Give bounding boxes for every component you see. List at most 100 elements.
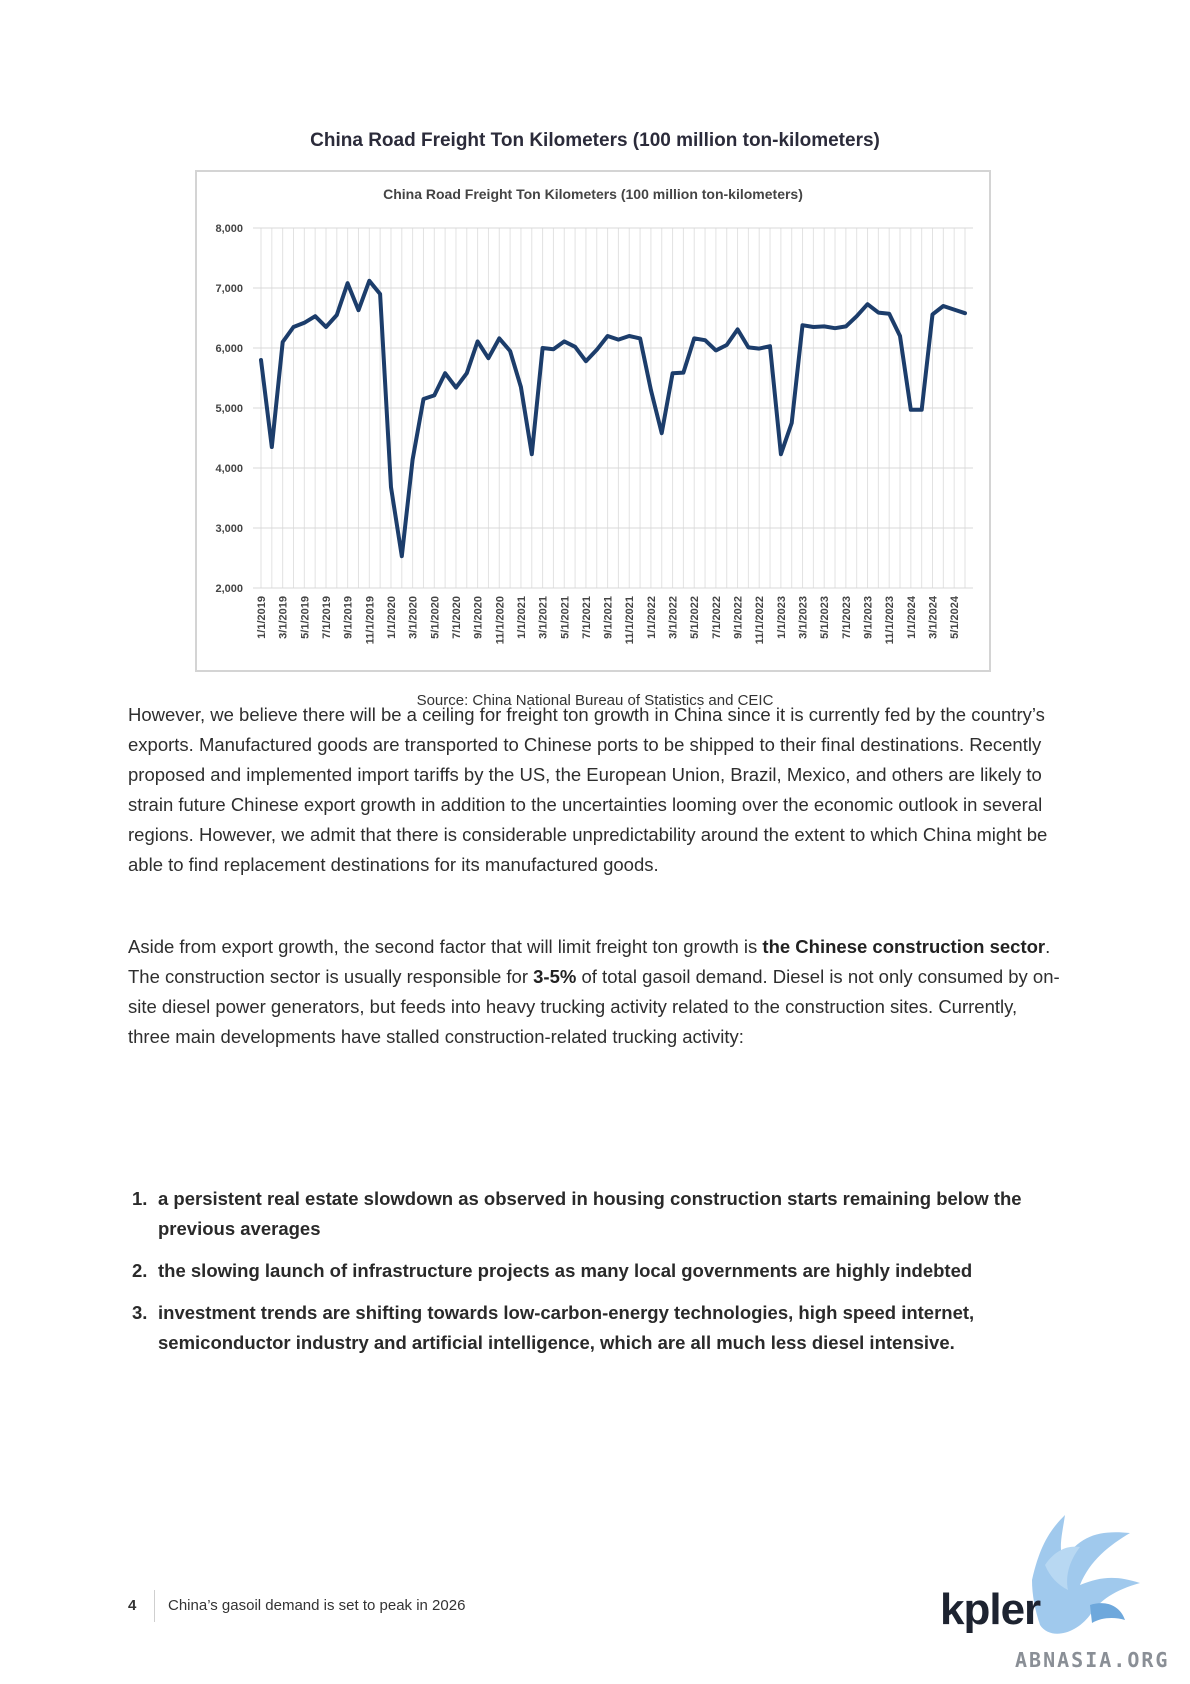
x-tick-label: 9/1/2019 — [343, 596, 355, 639]
list-text: a persistent real estate slowdown as obs… — [158, 1188, 1022, 1239]
figure-title: China Road Freight Ton Kilometers (100 m… — [310, 130, 880, 151]
list-number: 2. — [132, 1260, 148, 1281]
x-tick-label: 3/1/2023 — [798, 596, 810, 639]
data-point — [898, 334, 902, 338]
x-tick-label: 5/1/2021 — [559, 596, 571, 639]
data-point — [855, 314, 859, 318]
y-tick-label: 4,000 — [215, 463, 243, 475]
p2-bold-d: 3-5% — [533, 966, 577, 987]
data-point — [790, 421, 794, 425]
data-point — [454, 386, 458, 390]
data-point — [801, 323, 805, 327]
data-point — [714, 348, 718, 352]
griffin-icon — [1032, 1515, 1140, 1634]
data-point — [562, 339, 566, 343]
x-tick-label: 5/1/2019 — [299, 596, 311, 639]
list-number: 1. — [132, 1188, 148, 1209]
data-point — [952, 308, 956, 312]
data-point — [378, 292, 382, 296]
data-point — [606, 334, 610, 338]
y-tick-label: 8,000 — [215, 223, 243, 235]
x-tick-label: 3/1/2024 — [928, 595, 940, 639]
x-tick-label: 1/1/2020 — [386, 596, 398, 639]
x-tick-label: 3/1/2020 — [408, 596, 420, 639]
data-point — [486, 356, 490, 360]
x-tick-label: 11/1/2021 — [624, 596, 636, 644]
x-tick-label: 7/1/2023 — [841, 596, 853, 639]
y-tick-label: 6,000 — [215, 343, 243, 355]
y-tick-label: 3,000 — [215, 523, 243, 535]
x-tick-label: 9/1/2020 — [473, 596, 485, 639]
x-tick-label: 3/1/2021 — [538, 596, 550, 639]
data-point — [866, 302, 870, 306]
data-point — [508, 349, 512, 353]
data-point — [746, 345, 750, 349]
line-chart: China Road Freight Ton Kilometers (100 m… — [195, 170, 991, 672]
data-point — [833, 326, 837, 330]
x-tick-label: 1/1/2019 — [256, 596, 268, 639]
x-tick-label: 5/1/2022 — [689, 596, 701, 639]
series-line — [259, 278, 967, 559]
data-point — [541, 346, 545, 350]
data-point — [725, 343, 729, 347]
chart-inner-title: China Road Freight Ton Kilometers (100 m… — [383, 186, 803, 202]
x-tick-label: 7/1/2021 — [581, 596, 593, 639]
data-point — [432, 393, 436, 397]
data-point — [627, 334, 631, 338]
x-tick-label: 9/1/2021 — [603, 596, 615, 639]
y-tick-label: 5,000 — [215, 403, 243, 415]
list-item: 2. the slowing launch of infrastructure p… — [132, 1256, 1052, 1286]
y-tick-label: 7,000 — [215, 283, 243, 295]
list-text: investment trends are shifting towards l… — [158, 1302, 975, 1353]
data-point — [681, 371, 685, 375]
x-tick-label: 11/1/2020 — [494, 596, 506, 644]
footer-divider — [154, 1590, 155, 1622]
data-point — [584, 359, 588, 363]
paragraph-construction: Aside from export growth, the second fac… — [128, 932, 1064, 1052]
chart-svg: China Road Freight Ton Kilometers (100 m… — [215, 186, 973, 644]
data-point — [530, 452, 534, 456]
data-point — [324, 325, 328, 329]
data-point — [963, 311, 967, 315]
data-point — [887, 312, 891, 316]
data-point — [811, 325, 815, 329]
data-point — [291, 325, 295, 329]
data-point — [367, 279, 371, 283]
data-point — [313, 314, 317, 318]
data-point — [931, 312, 935, 316]
data-point — [400, 554, 404, 558]
x-tick-label: 9/1/2022 — [733, 596, 745, 639]
data-point — [920, 408, 924, 412]
data-point — [443, 371, 447, 375]
data-point — [335, 313, 339, 317]
x-tick-label: 3/1/2022 — [668, 596, 680, 639]
data-point — [671, 371, 675, 375]
watermark: ABNASIA.ORG — [1015, 1648, 1170, 1672]
data-point — [736, 327, 740, 331]
data-point — [909, 408, 913, 412]
data-point — [876, 311, 880, 315]
logo-wordmark: kpler — [940, 1585, 1041, 1634]
data-point — [822, 324, 826, 328]
x-tick-label: 7/1/2022 — [711, 596, 723, 639]
data-point — [757, 347, 761, 351]
x-tick-label: 5/1/2023 — [819, 596, 831, 639]
x-tick-label: 1/1/2021 — [516, 596, 528, 639]
data-point — [421, 397, 425, 401]
list-text: the slowing launch of infrastructure pro… — [158, 1260, 973, 1281]
data-point — [649, 388, 653, 392]
x-tick-label: 7/1/2019 — [321, 596, 333, 639]
data-point — [281, 340, 285, 344]
x-tick-label: 11/1/2019 — [364, 596, 376, 644]
x-tick-label: 5/1/2024 — [949, 595, 961, 639]
p2-text-c: . The construction sector is usually res… — [128, 936, 1051, 987]
data-point — [660, 431, 664, 435]
p2-bold-b: the Chinese construction sector — [762, 936, 1046, 957]
data-point — [476, 339, 480, 343]
list-item: 3. investment trends are shifting towards… — [132, 1298, 1052, 1358]
developments-list: 1. a persistent real estate slowdown as o… — [132, 1184, 1052, 1370]
data-point — [259, 358, 263, 362]
data-point — [638, 336, 642, 340]
page-number: 4 — [128, 1597, 137, 1614]
x-tick-label: 3/1/2019 — [278, 596, 290, 639]
